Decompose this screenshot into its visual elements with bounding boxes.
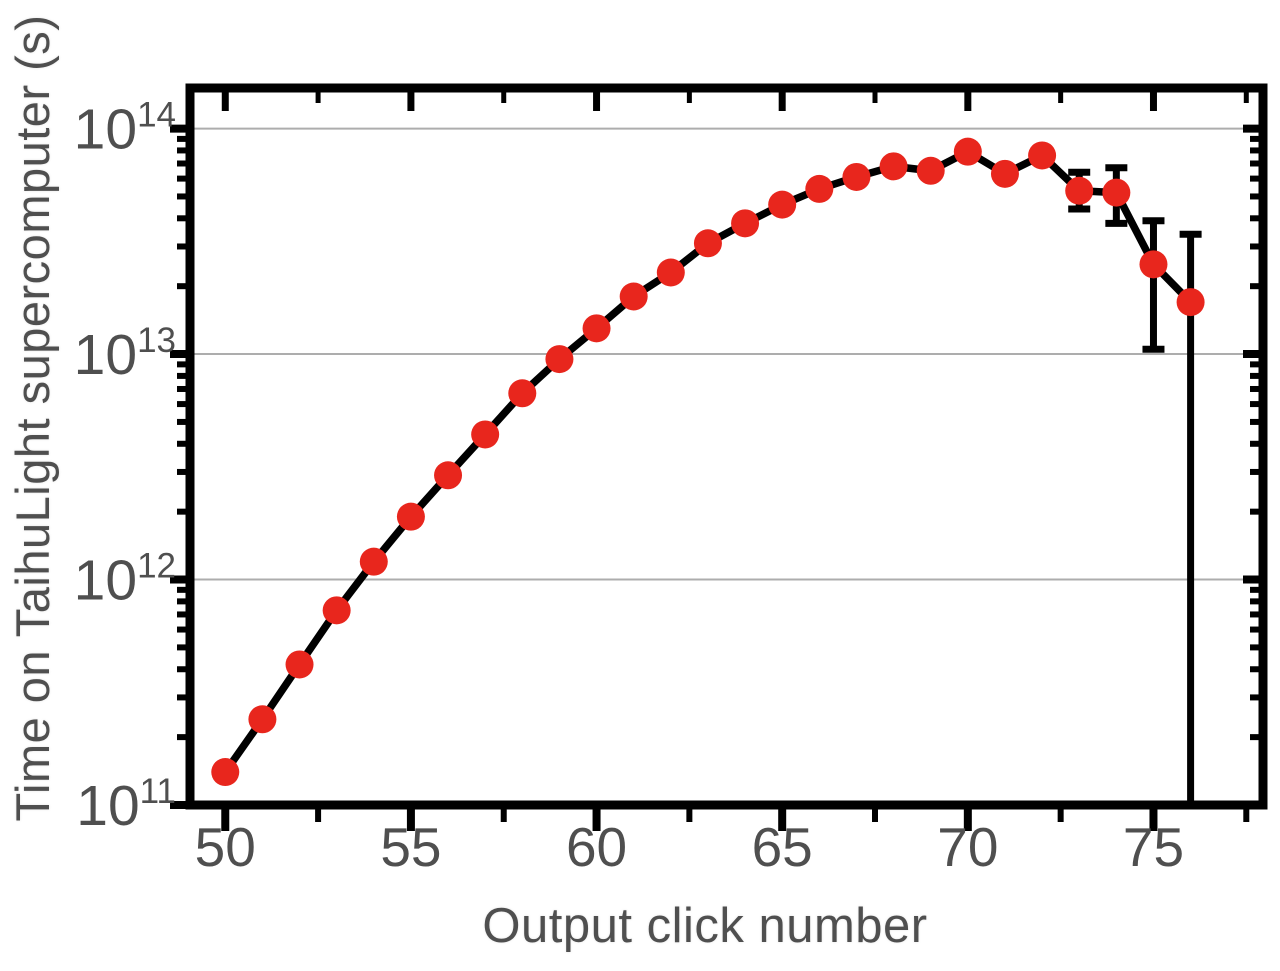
data-point	[731, 209, 760, 238]
data-point	[248, 705, 277, 734]
data-point	[359, 547, 388, 576]
y-tick-label: 1013	[74, 321, 176, 387]
data-point	[434, 461, 463, 490]
data-point	[582, 314, 611, 343]
x-tick-label: 60	[566, 816, 627, 878]
x-tick-label: 55	[380, 816, 441, 878]
data-point	[545, 345, 574, 374]
data-point	[1176, 288, 1205, 317]
data-point	[768, 190, 797, 219]
data-point	[879, 152, 908, 181]
data-point	[990, 159, 1019, 188]
data-point	[396, 502, 425, 531]
data-point	[508, 379, 537, 408]
data-point	[1028, 141, 1057, 170]
x-tick-label: 70	[937, 816, 998, 878]
y-tick-label: 1012	[74, 547, 176, 613]
y-tick-label: 1014	[74, 96, 176, 162]
x-axis-title: Output click number	[482, 899, 928, 953]
y-axis-title: Time on TaihuLight supercomputer (s)	[6, 14, 59, 822]
data-point	[842, 162, 871, 191]
y-tick-label: 1011	[76, 772, 176, 838]
data-point	[656, 258, 685, 287]
x-tick-label: 75	[1123, 816, 1184, 878]
data-point	[693, 229, 722, 258]
data-point	[953, 137, 982, 166]
data-point	[1139, 250, 1168, 279]
data-point	[322, 596, 351, 625]
data-point	[1102, 178, 1131, 207]
data-point	[211, 758, 240, 787]
x-tick-label: 50	[195, 816, 256, 878]
data-point	[1065, 176, 1094, 205]
data-point	[916, 156, 945, 185]
data-point	[285, 650, 314, 679]
x-tick-label: 65	[752, 816, 813, 878]
data-point	[471, 420, 500, 449]
data-point	[805, 174, 834, 203]
data-point	[619, 282, 648, 311]
